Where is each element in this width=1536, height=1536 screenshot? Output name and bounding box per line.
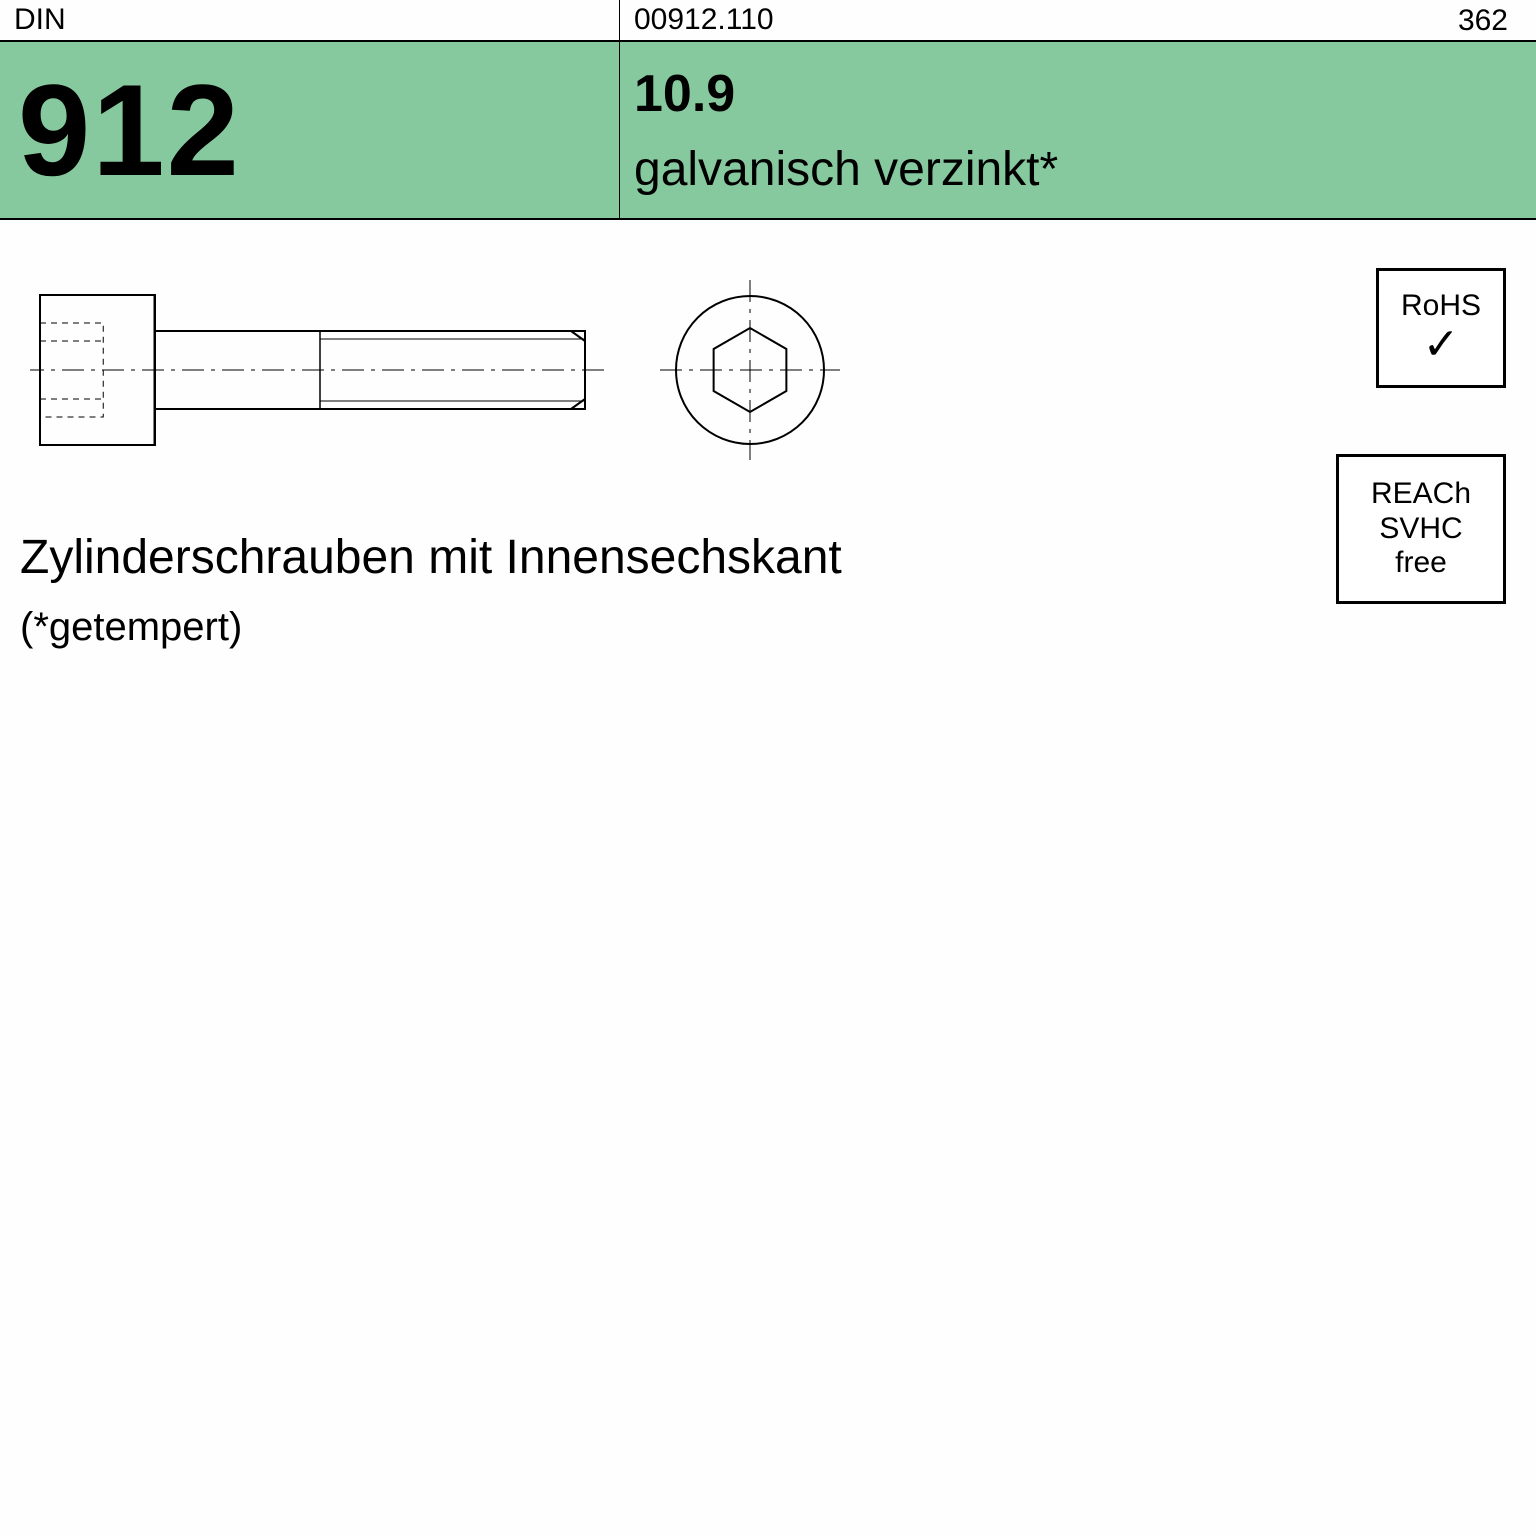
spec-band-left: 912: [0, 42, 620, 218]
header-page-number: 362: [1444, 0, 1522, 42]
title-block: Zylinderschrauben mit Innensechskant (*g…: [20, 530, 842, 650]
screw-svg: [30, 280, 930, 460]
spec-band: 912 10.9 galvanisch verzinkt*: [0, 42, 1536, 220]
reach-badge: REACh SVHC free: [1336, 454, 1506, 604]
standard-number: 912: [18, 55, 241, 205]
reach-line3: free: [1395, 546, 1447, 581]
surface-finish: galvanisch verzinkt*: [634, 142, 1536, 197]
product-subtitle: (*getempert): [20, 605, 842, 650]
rohs-badge: RoHS ✓: [1376, 268, 1506, 388]
product-title: Zylinderschrauben mit Innensechskant: [20, 530, 842, 585]
screw-diagram: [30, 280, 930, 460]
reach-line2: SVHC: [1379, 512, 1462, 547]
reach-line1: REACh: [1371, 477, 1471, 512]
header-code: 00912.110: [620, 0, 1536, 40]
check-icon: ✓: [1423, 323, 1460, 367]
strength-grade: 10.9: [634, 64, 1536, 124]
header-din-label: DIN: [0, 0, 620, 40]
spec-band-right: 10.9 galvanisch verzinkt*: [620, 42, 1536, 218]
rohs-label: RoHS: [1401, 289, 1481, 324]
header-row: DIN 00912.110 362: [0, 0, 1536, 42]
